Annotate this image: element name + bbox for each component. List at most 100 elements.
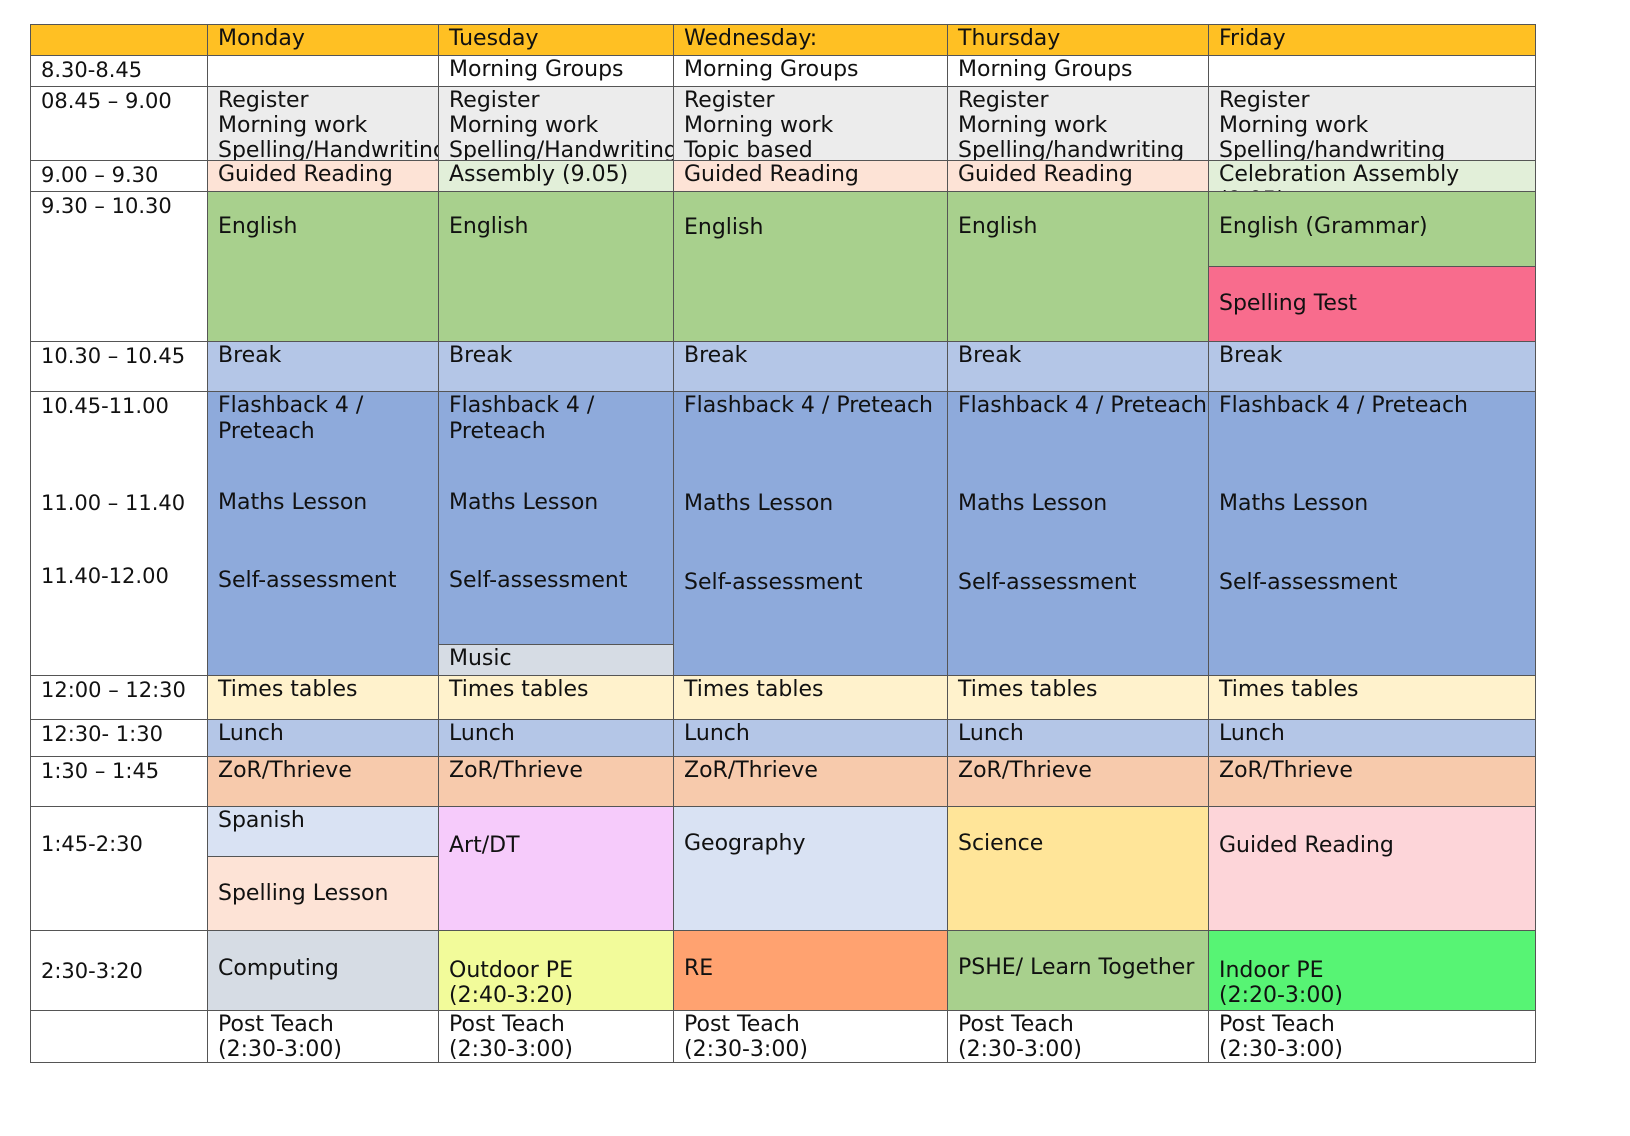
cell-wed-register: Register Morning work Topic based [673, 86, 948, 161]
cell-wed-morning-groups: Morning Groups [673, 55, 948, 87]
cell-fri-morning-groups [1208, 55, 1536, 87]
cell-fri-times-tables: Times tables [1208, 675, 1536, 720]
header-corner [30, 24, 208, 56]
cell-mon-times-tables: Times tables [207, 675, 439, 720]
cell-fri-register: Register Morning work Spelling/handwriti… [1208, 86, 1536, 161]
cell-fri-post-teach: Post Teach (2:30-3:00) [1208, 1010, 1536, 1063]
cell-tue-lunch: Lunch [438, 719, 674, 757]
header-monday: Monday [207, 24, 439, 56]
cell-wed-break: Break [673, 341, 948, 392]
cell-mon-spelling-lesson: Spelling Lesson [207, 856, 439, 931]
cell-mon-morning-groups [207, 55, 439, 87]
cell-thu-zor: ZoR/Thrieve [947, 756, 1209, 807]
flashback-label: Flashback 4 / Preteach [218, 393, 364, 444]
cell-mon-computing: Computing [207, 930, 439, 1011]
header-wednesday: Wednesday: [673, 24, 948, 56]
cell-wed-english: English [673, 191, 948, 342]
time-slot: 1:30 – 1:45 [30, 756, 208, 807]
maths-lesson-label: Maths Lesson [1219, 491, 1369, 516]
cell-wed-geography: Geography [673, 806, 948, 931]
cell-thu-morning-groups: Morning Groups [947, 55, 1209, 87]
flashback-label: Flashback 4 / Preteach [684, 393, 933, 418]
cell-thu-science: Science [947, 806, 1209, 931]
cell-mon-register: Register Morning work Spelling/Handwriti… [207, 86, 439, 161]
cell-thu-guided-reading: Guided Reading [947, 160, 1209, 192]
cell-fri-break: Break [1208, 341, 1536, 392]
cell-tue-assembly: Assembly (9.05) [438, 160, 674, 192]
self-assessment-label: Self-assessment [218, 568, 397, 593]
cell-mon-guided-reading: Guided Reading [207, 160, 439, 192]
cell-mon-english: English [207, 191, 439, 342]
cell-wed-re: RE [673, 930, 948, 1011]
self-assessment-label: Self-assessment [1219, 570, 1398, 595]
cell-fri-guided-reading: Guided Reading [1208, 806, 1536, 931]
cell-wed-guided-reading: Guided Reading [673, 160, 948, 192]
flashback-label: Flashback 4 / Preteach [449, 393, 595, 444]
maths-lesson-label: Maths Lesson [684, 491, 834, 516]
cell-tue-outdoor-pe: Outdoor PE (2:40-3:20) [438, 930, 674, 1011]
timetable: Monday Tuesday Wednesday: Thursday Frida… [30, 24, 1598, 1104]
time-slot: 11.00 – 11.40 [41, 491, 186, 515]
cell-tue-morning-groups: Morning Groups [438, 55, 674, 87]
time-slot: 8.30-8.45 [30, 55, 208, 87]
cell-tue-break: Break [438, 341, 674, 392]
time-slot: 12:00 – 12:30 [30, 675, 208, 720]
time-slot: 11.40-12.00 [41, 564, 169, 588]
time-slot: 9.00 – 9.30 [30, 160, 208, 192]
self-assessment-label: Self-assessment [958, 570, 1137, 595]
time-slot: 9.30 – 10.30 [30, 191, 208, 342]
header-friday: Friday [1208, 24, 1536, 56]
cell-mon-zor: ZoR/Thrieve [207, 756, 439, 807]
cell-fri-celebration-assembly: Celebration Assembly (9.05) [1208, 160, 1536, 192]
cell-tue-art-dt: Art/DT [438, 806, 674, 931]
cell-fri-lunch: Lunch [1208, 719, 1536, 757]
cell-mon-maths: Flashback 4 / Preteach Maths Lesson Self… [207, 391, 439, 676]
cell-fri-zor: ZoR/Thrieve [1208, 756, 1536, 807]
time-slot: 08.45 – 9.00 [30, 86, 208, 161]
self-assessment-label: Self-assessment [684, 570, 863, 595]
cell-mon-post-teach: Post Teach (2:30-3:00) [207, 1010, 439, 1063]
cell-mon-break: Break [207, 341, 439, 392]
cell-tue-zor: ZoR/Thrieve [438, 756, 674, 807]
time-slot [30, 1010, 208, 1063]
time-slot-maths: 10.45-11.00 11.00 – 11.40 11.40-12.00 [30, 391, 208, 676]
header-tuesday: Tuesday [438, 24, 674, 56]
cell-thu-lunch: Lunch [947, 719, 1209, 757]
cell-tue-maths: Flashback 4 / Preteach Maths Lesson Self… [438, 391, 674, 645]
time-slot: 2:30-3:20 [30, 930, 208, 1011]
cell-tue-post-teach: Post Teach (2:30-3:00) [438, 1010, 674, 1063]
cell-tue-english: English [438, 191, 674, 342]
header-thursday: Thursday [947, 24, 1209, 56]
maths-lesson-label: Maths Lesson [958, 491, 1108, 516]
cell-tue-music: Music [438, 644, 674, 676]
self-assessment-label: Self-assessment [449, 568, 628, 593]
cell-thu-post-teach: Post Teach (2:30-3:00) [947, 1010, 1209, 1063]
time-slot: 1:45-2:30 [30, 806, 208, 931]
cell-thu-break: Break [947, 341, 1209, 392]
cell-wed-lunch: Lunch [673, 719, 948, 757]
time-slot: 12:30- 1:30 [30, 719, 208, 757]
time-slot: 10.30 – 10.45 [30, 341, 208, 392]
cell-fri-maths: Flashback 4 / Preteach Maths Lesson Self… [1208, 391, 1536, 676]
cell-thu-maths: Flashback 4 / Preteach Maths Lesson Self… [947, 391, 1209, 676]
time-slot: 10.45-11.00 [41, 394, 169, 418]
flashback-label: Flashback 4 / Preteach [1219, 393, 1468, 418]
cell-wed-zor: ZoR/Thrieve [673, 756, 948, 807]
cell-mon-lunch: Lunch [207, 719, 439, 757]
maths-lesson-label: Maths Lesson [449, 490, 599, 515]
cell-thu-times-tables: Times tables [947, 675, 1209, 720]
cell-mon-spanish: Spanish [207, 806, 439, 857]
maths-lesson-label: Maths Lesson [218, 490, 368, 515]
cell-wed-times-tables: Times tables [673, 675, 948, 720]
cell-fri-english-grammar: English (Grammar) [1208, 191, 1536, 267]
cell-wed-maths: Flashback 4 / Preteach Maths Lesson Self… [673, 391, 948, 676]
cell-thu-pshe: PSHE/ Learn Together [947, 930, 1209, 1011]
cell-thu-register: Register Morning work Spelling/handwriti… [947, 86, 1209, 161]
flashback-label: Flashback 4 / Preteach [958, 393, 1207, 418]
cell-wed-post-teach: Post Teach (2:30-3:00) [673, 1010, 948, 1063]
cell-fri-indoor-pe: Indoor PE (2:20-3:00) [1208, 930, 1536, 1011]
cell-tue-times-tables: Times tables [438, 675, 674, 720]
cell-fri-spelling-test: Spelling Test [1208, 266, 1536, 342]
cell-tue-register: Register Morning work Spelling/Handwriti… [438, 86, 674, 161]
cell-thu-english: English [947, 191, 1209, 342]
